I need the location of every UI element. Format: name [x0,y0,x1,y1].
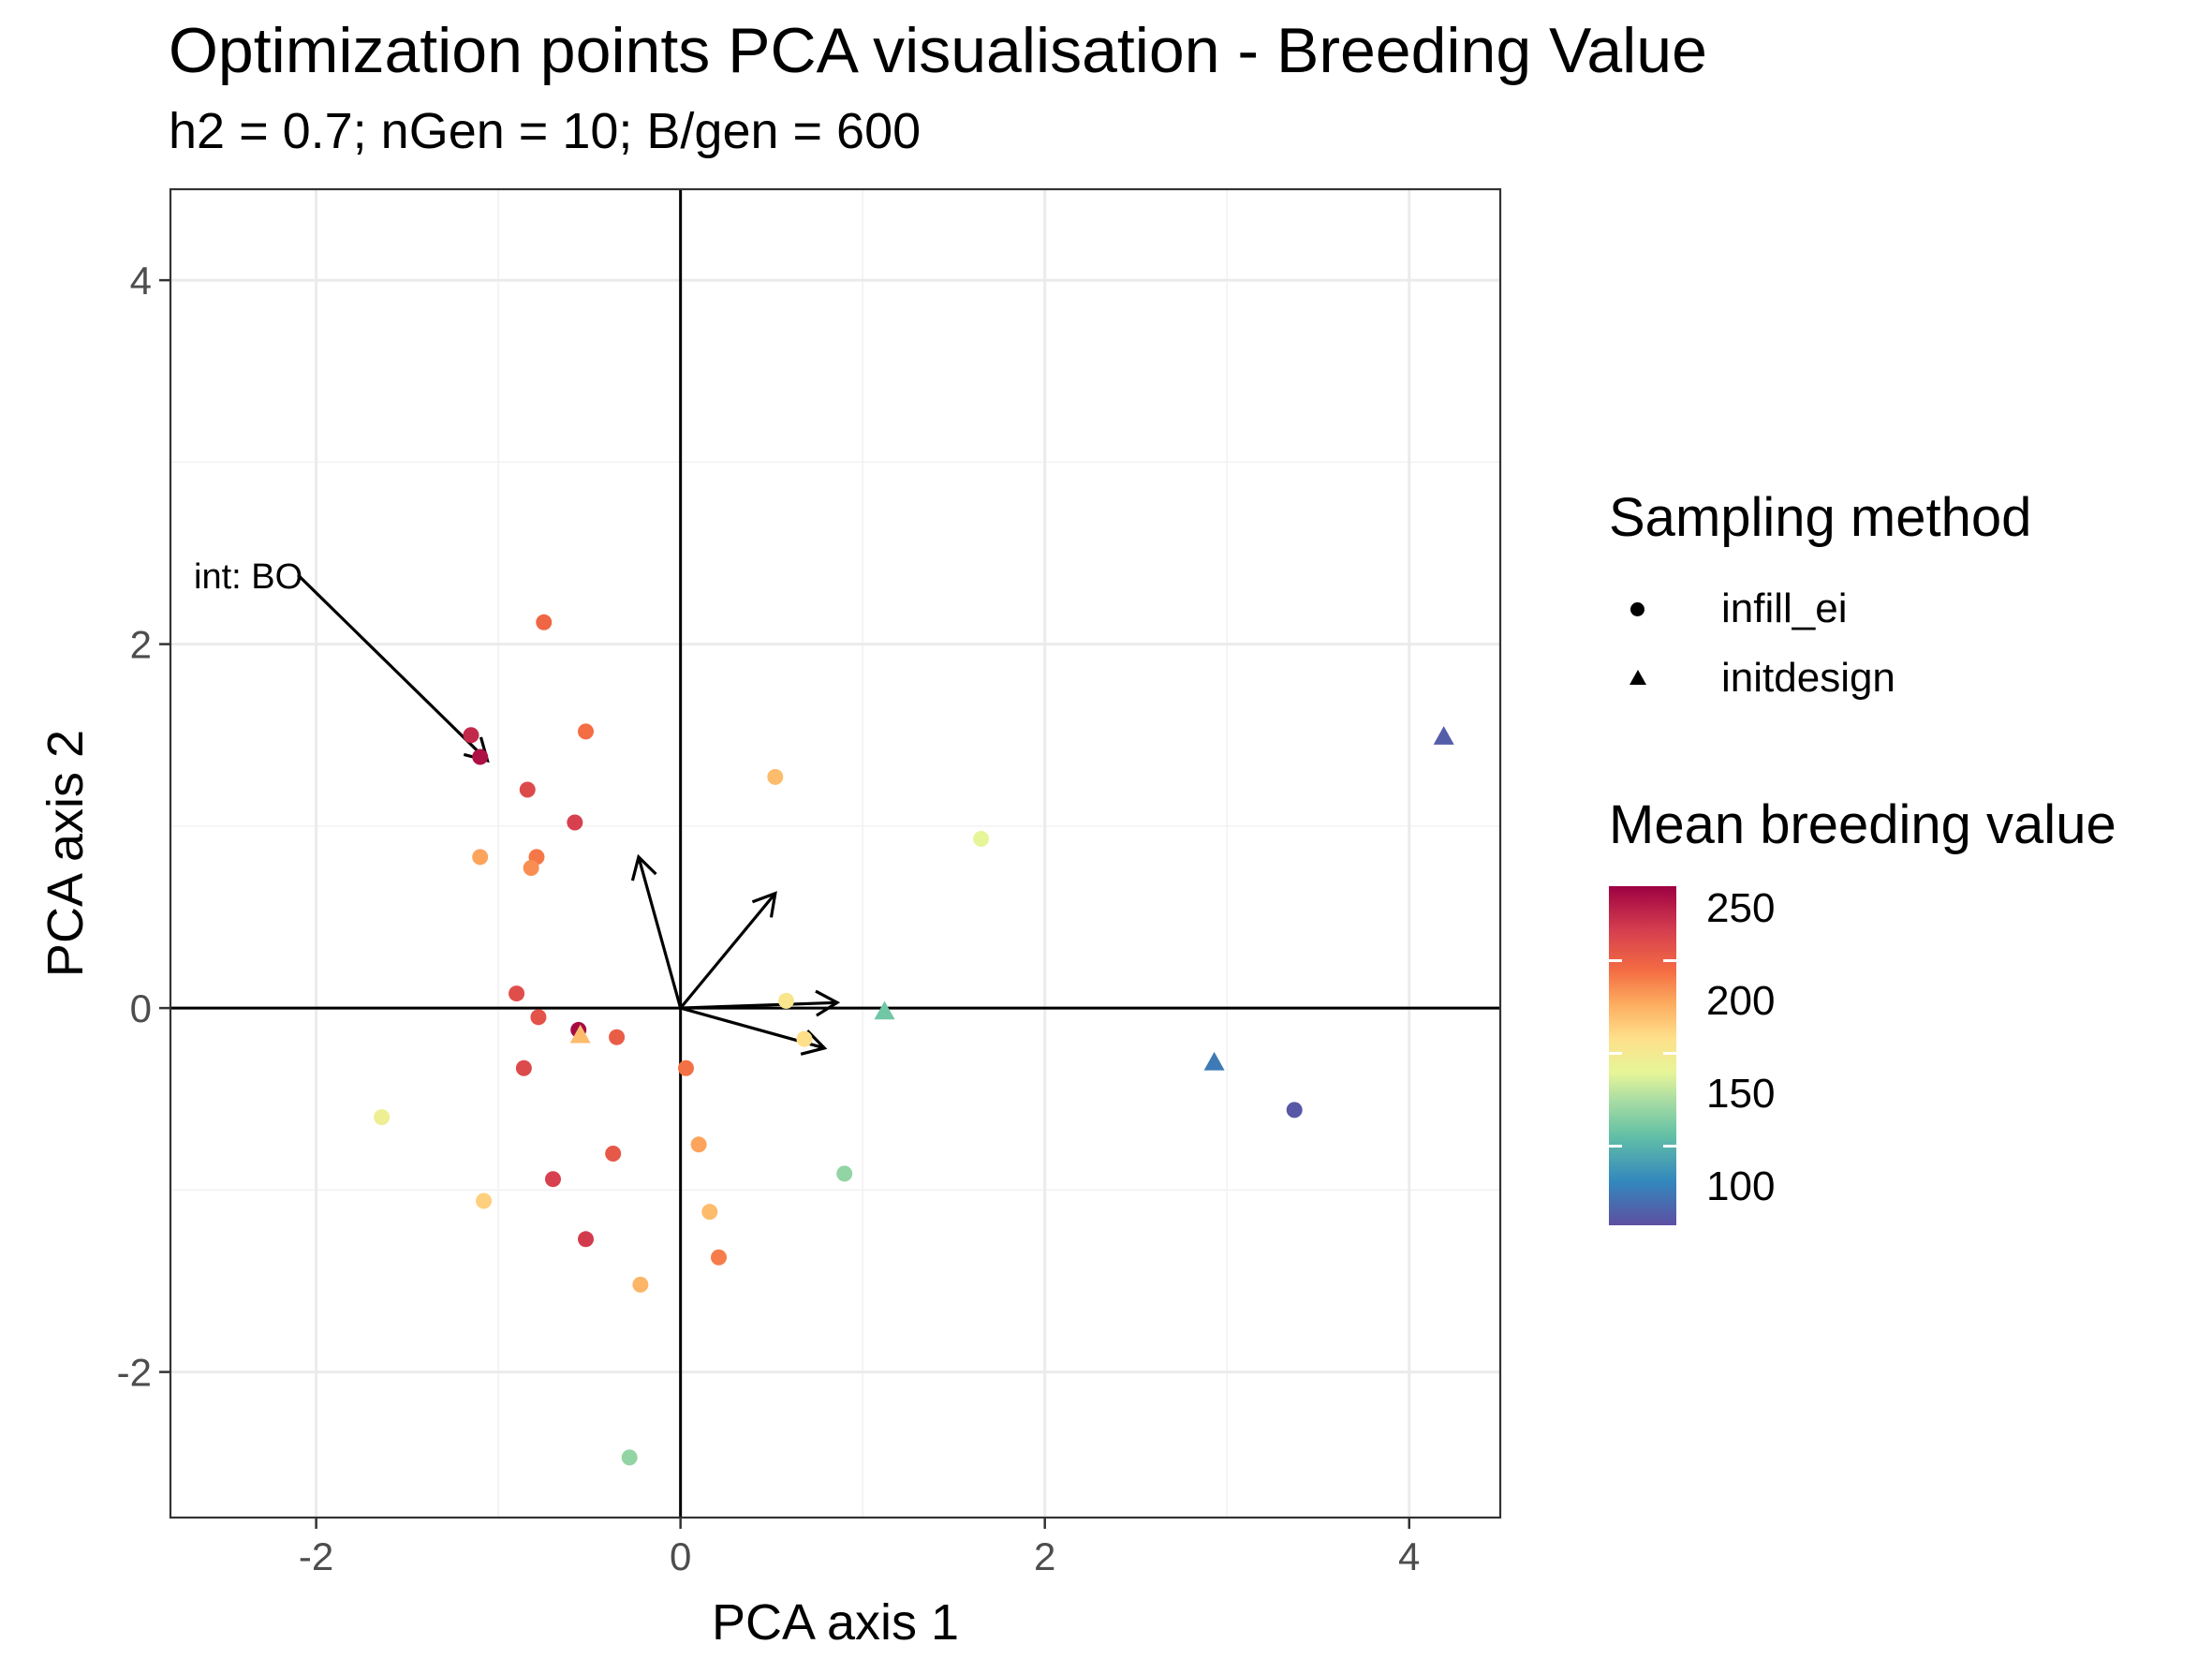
arrow-shaft [680,1000,838,1010]
data-point-circle [609,1029,626,1045]
data-point-circle [463,727,479,744]
legend-circle-key [1609,581,1665,637]
data-point-circle [701,1204,718,1221]
arrow-shaft [297,573,489,763]
data-point-circle [567,814,583,831]
data-point-triangle [1433,726,1454,745]
data-point-circle [690,1136,707,1153]
data-point-circle [796,1030,813,1047]
data-point-circle [374,1109,391,1126]
chart-title: Optimization points PCA visualisation - … [169,15,1707,86]
data-point-circle [836,1165,853,1182]
colorbar [1609,886,1676,1225]
chart-subtitle: h2 = 0.7; nGen = 10; B/gen = 600 [169,103,922,159]
arrow-shaft [637,856,683,1009]
data-point-circle [472,748,489,765]
y-tick-label: 0 [130,986,152,1030]
colorbar-tick [1609,959,1622,962]
origin-axes [170,189,1500,1518]
data-point-circle [509,985,525,1002]
colorbar-tick [1663,959,1676,962]
data-point-circle [476,1192,493,1209]
data-point-circle [578,723,595,740]
shape-legend-title: Sampling method [1609,487,2032,548]
annotation-label: int: BO [194,557,302,597]
data-point-circle [472,849,489,866]
x-tick-label: 0 [670,1534,691,1578]
data-point-circle [1286,1102,1303,1118]
arrow-shaft [679,892,777,1010]
colorbar-label-150: 150 [1706,1071,1776,1117]
colorbar-label-200: 200 [1706,978,1776,1024]
data-point-circle [536,614,553,630]
data-point-circle [767,768,784,785]
y-tick-label: 4 [130,259,152,303]
x-tick-label: 2 [1034,1534,1055,1578]
plot-panel [170,189,1500,1518]
data-point-circle [515,1059,532,1076]
colorbar-tick [1663,1052,1676,1055]
data-point-circle [777,992,794,1009]
x-axis-title: PCA axis 1 [712,1594,959,1651]
data-point-circle [973,830,990,847]
data-point-circle [523,860,539,877]
legend-triangle-key [1609,650,1665,706]
annotation-arrow [297,573,490,763]
legend-item-infill-ei: infill_ei [1609,581,1848,637]
arrow-head [751,891,777,918]
y-axis-title: PCA axis 2 [37,730,94,977]
data-point-circle [578,1231,595,1248]
data-point-circle [621,1449,638,1466]
legend-item-initdesign: initdesign [1609,650,1895,706]
data-point-circle [632,1276,649,1293]
colorbar-label-250: 250 [1706,885,1776,931]
arrow-head [463,736,490,763]
loading-arrows [297,573,841,1056]
data-point-triangle [1203,1051,1225,1071]
arrow-head [630,853,657,881]
arrow-head [800,1029,828,1056]
data-point-circle [530,1009,547,1026]
colorbar-tick [1609,1145,1622,1148]
data-point-circle [605,1146,622,1163]
loading-arrow [680,989,841,1017]
loading-arrow [679,891,777,1010]
data-point-triangle [569,1024,591,1044]
colorbar-tick [1663,1145,1676,1148]
axis-ticks: -2 0 2 4 -2 0 2 4 [117,259,1421,1578]
loading-arrow [630,853,683,1009]
data-point-circle [544,1171,561,1188]
plot-border [169,187,1502,1519]
data-point-circle [677,1059,694,1076]
data-point-triangle [874,1000,895,1020]
y-tick-label: 2 [130,623,152,667]
arrow-head [815,989,841,1017]
x-tick-label: 4 [1398,1534,1420,1578]
data-point-circle [711,1249,728,1266]
data-point-circle [519,781,536,798]
color-legend-title: Mean breeding value [1609,794,2116,855]
colorbar-label-100: 100 [1706,1163,1776,1209]
x-tick-label: -2 [299,1534,333,1578]
data-points [374,614,1454,1466]
colorbar-tick [1609,1052,1622,1055]
legend-label-initdesign: initdesign [1721,655,1895,701]
y-tick-label: -2 [117,1351,152,1395]
legend-label-infill-ei: infill_ei [1721,585,1848,631]
